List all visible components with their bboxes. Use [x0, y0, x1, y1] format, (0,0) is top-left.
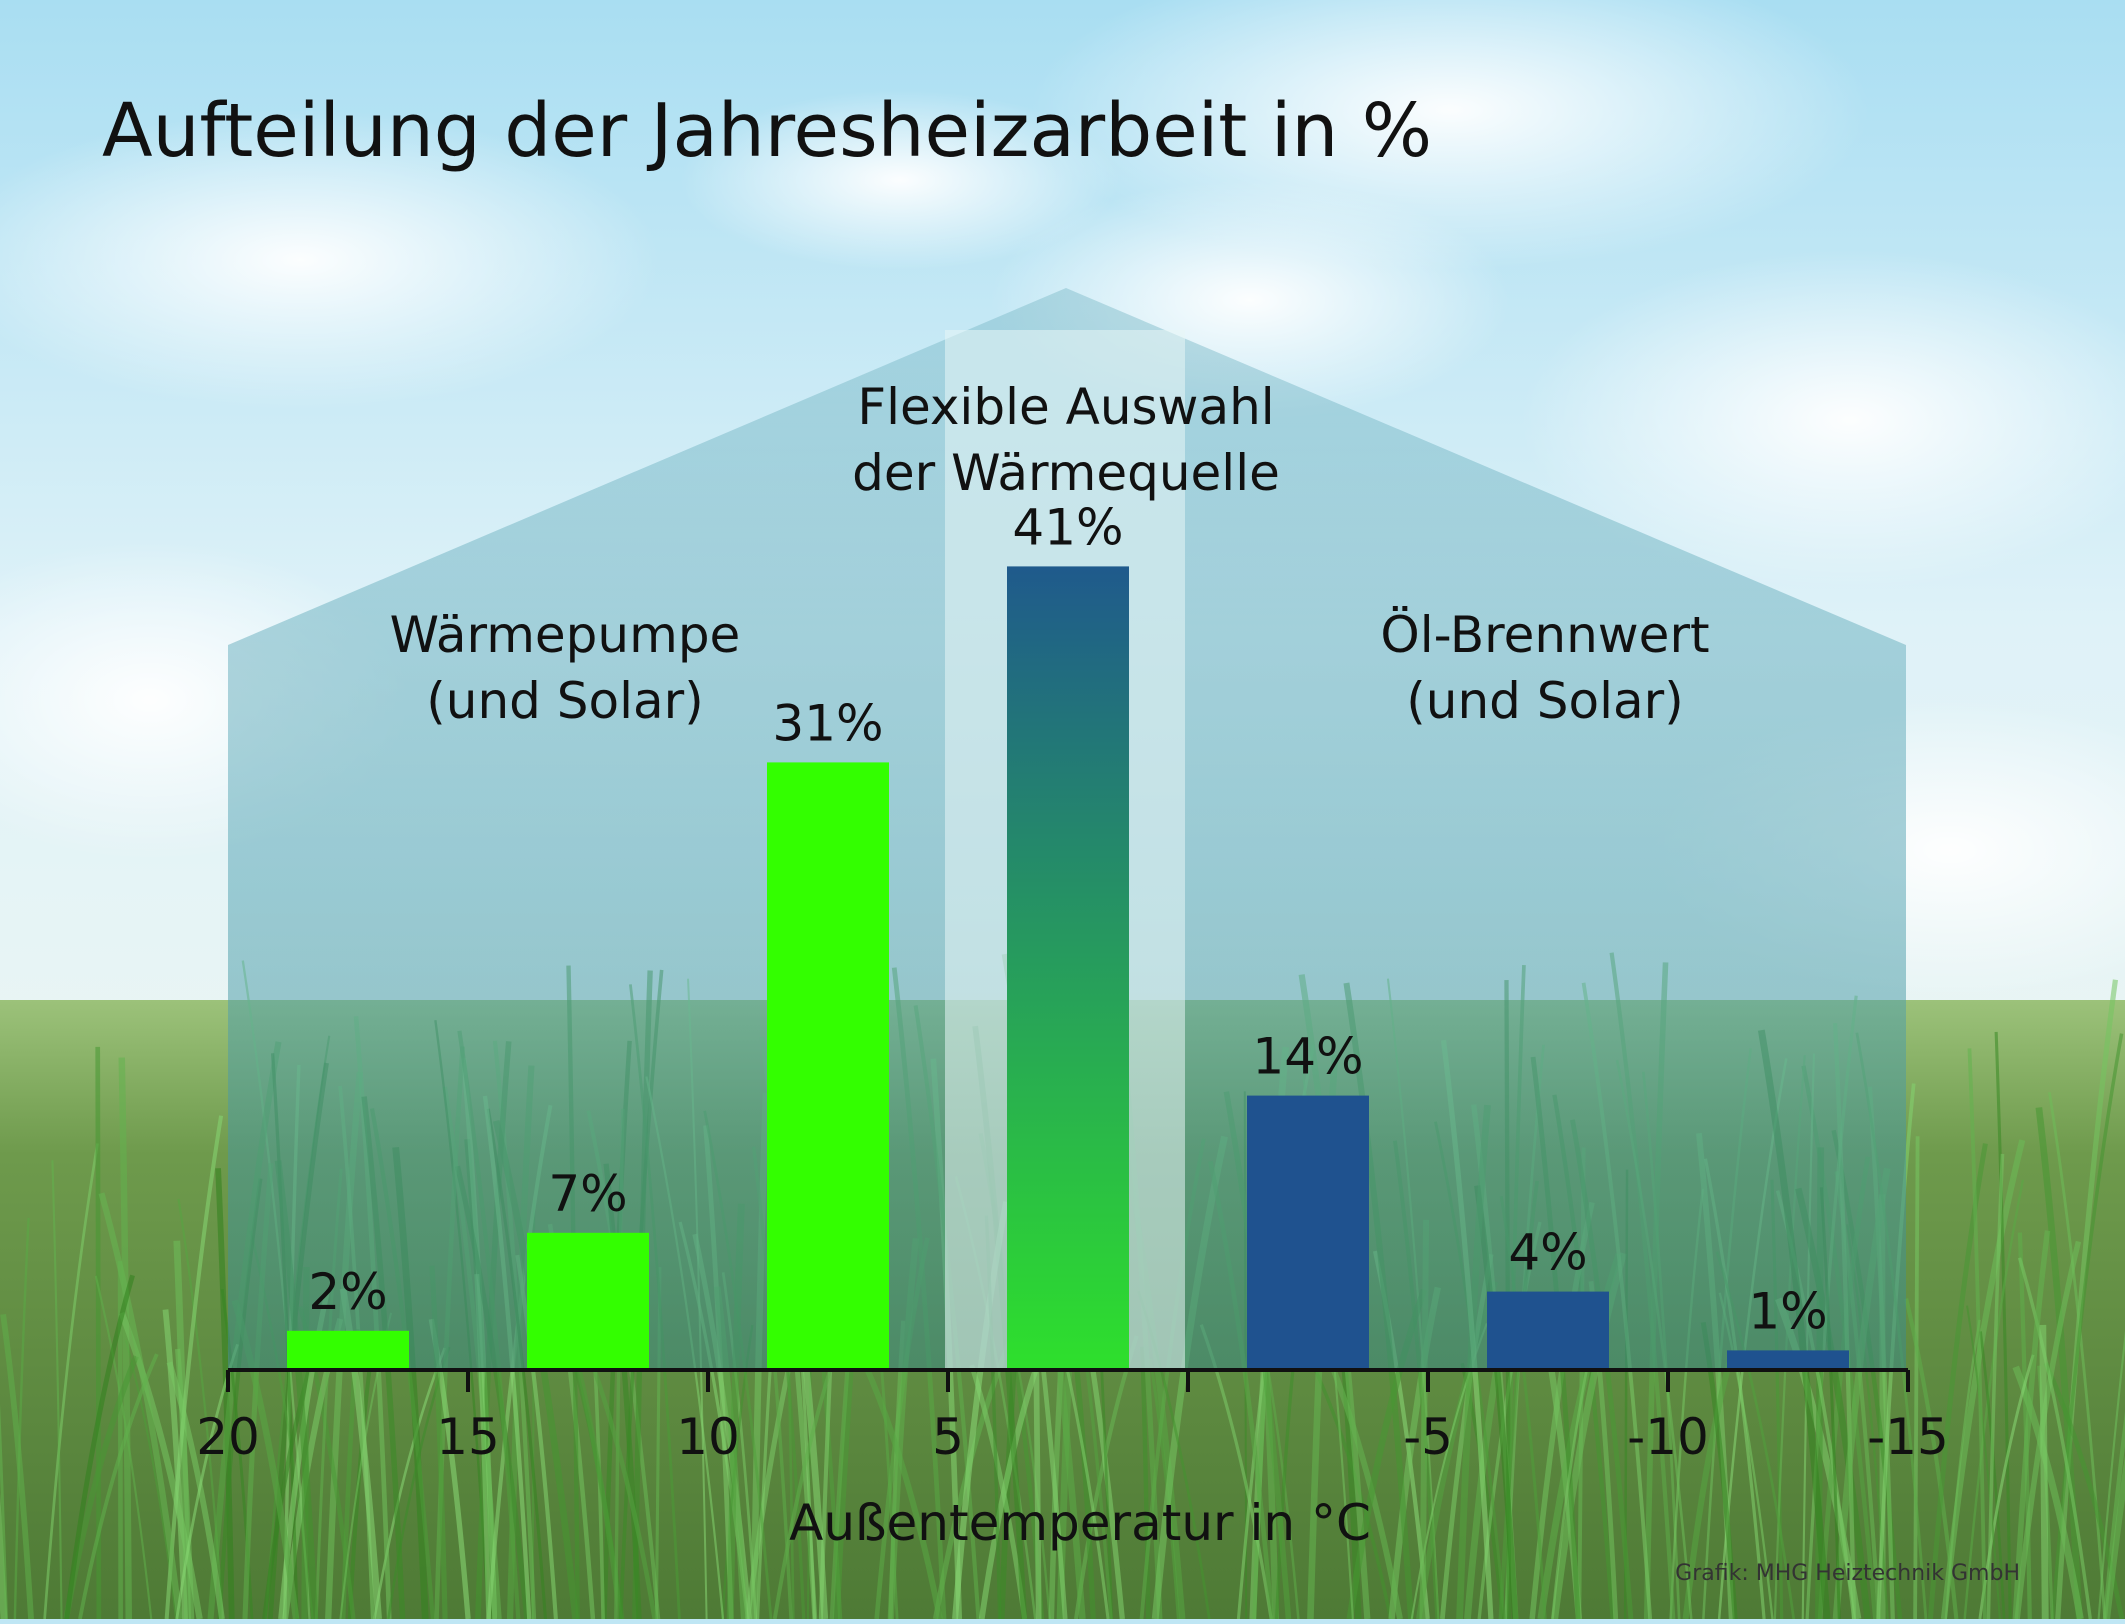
chart-title: Aufteilung der Jahresheizarbeit in %	[102, 88, 1432, 174]
zone-label-3-line-1: Öl-Brennwert	[1380, 606, 1709, 664]
bar-7	[1727, 1350, 1849, 1370]
credit-text: Grafik: MHG Heiztechnik GmbH	[1675, 1561, 2020, 1586]
bar-6	[1487, 1292, 1609, 1370]
grass-blade	[1915, 1136, 1917, 1619]
x-axis-title: Außentemperatur in °C	[789, 1494, 1371, 1552]
value-label-1: 2%	[308, 1263, 387, 1321]
zone-label-2-line-2: der Wärmequelle	[852, 444, 1280, 502]
x-tick-label-8: -15	[1867, 1408, 1949, 1466]
value-label-3: 31%	[772, 694, 883, 752]
value-label-7: 1%	[1748, 1282, 1827, 1340]
zone-label-1-line-2: (und Solar)	[426, 672, 703, 730]
bar-3	[767, 762, 889, 1370]
x-tick-label-3: 10	[676, 1408, 740, 1466]
x-tick-label-2: 15	[436, 1408, 500, 1466]
bar-2	[527, 1233, 649, 1370]
x-tick-label-1: 20	[196, 1408, 260, 1466]
zone-label-1-line-1: Wärmepumpe	[390, 606, 741, 664]
value-label-6: 4%	[1508, 1224, 1587, 1282]
zone-label-2-line-1: Flexible Auswahl	[857, 378, 1274, 436]
x-tick-label-6: -5	[1403, 1408, 1453, 1466]
value-label-5: 14%	[1252, 1028, 1363, 1086]
x-tick-label-7: -10	[1627, 1408, 1709, 1466]
value-label-4: 41%	[1012, 498, 1123, 556]
bar-1	[287, 1331, 409, 1370]
value-label-2: 7%	[548, 1165, 627, 1223]
bar-5	[1247, 1096, 1369, 1370]
grass-blade	[2043, 1325, 2045, 1619]
x-tick-label-4: 5	[932, 1408, 964, 1466]
zone-label-3-line-2: (und Solar)	[1406, 672, 1683, 730]
bar-4	[1007, 566, 1129, 1370]
